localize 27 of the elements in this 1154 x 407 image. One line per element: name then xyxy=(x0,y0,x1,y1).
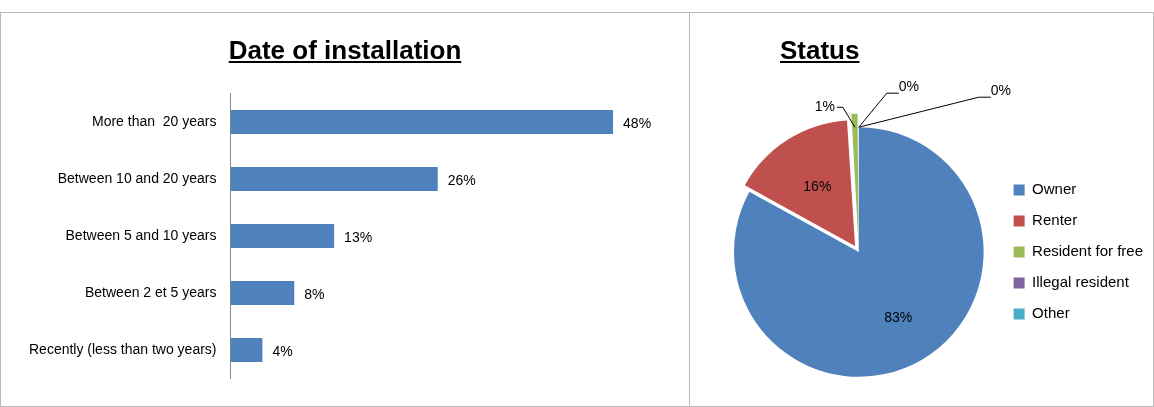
chart-title: Status xyxy=(779,35,861,67)
legend-label: Renter xyxy=(1032,211,1078,229)
y-tick-label: Between 10 and 20 years xyxy=(57,169,217,186)
legend-label: Other xyxy=(1032,304,1070,322)
text: 0% xyxy=(898,78,920,95)
y-tick-label: Recently (less than two years) xyxy=(28,340,217,357)
legend-label: Owner xyxy=(1032,180,1077,198)
y-tick-label: Between 5 and 10 years xyxy=(65,226,217,243)
bar xyxy=(230,281,295,306)
data-label: 13% xyxy=(344,228,373,245)
y-tick-label: Between 2 et 5 years xyxy=(84,283,217,300)
data-label: 26% xyxy=(447,171,476,188)
chart-title: Date of installation xyxy=(227,35,463,67)
data-label: 4% xyxy=(272,342,293,359)
bar xyxy=(230,166,438,191)
text: 0% xyxy=(990,82,1012,99)
data-label: 16% xyxy=(803,177,832,194)
data-label: 8% xyxy=(304,285,325,302)
bar xyxy=(230,109,614,134)
bar xyxy=(230,338,263,363)
data-label: 48% xyxy=(623,114,652,131)
legend-label: Illegal resident xyxy=(1032,273,1130,291)
legend-label: Resident for free xyxy=(1032,242,1143,260)
bar xyxy=(230,224,335,248)
y-tick-label: More than 20 years xyxy=(92,112,217,129)
data-label: 1% xyxy=(814,98,835,115)
data-label: 83% xyxy=(884,309,913,326)
